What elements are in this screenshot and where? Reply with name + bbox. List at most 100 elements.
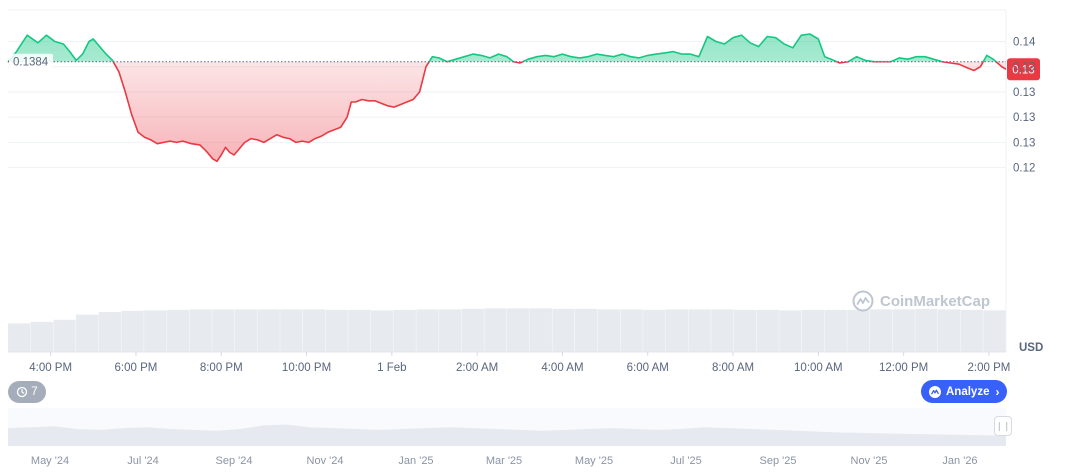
volume-bar <box>756 309 779 352</box>
navigator-tick-label: Nov '24 <box>307 455 344 467</box>
volume-bar <box>507 308 530 352</box>
volume-bar <box>30 321 53 352</box>
baseline-label-bg <box>9 53 53 70</box>
volume-bar <box>915 308 938 352</box>
baseline: 0.1384 0.13 <box>8 53 1040 81</box>
x-tick-label: 6:00 AM <box>627 362 669 374</box>
x-tick-label: 4:00 PM <box>29 362 72 374</box>
area-above-baseline <box>8 34 997 62</box>
volume-bar <box>302 309 326 352</box>
analyze-icon <box>929 385 941 398</box>
history-icon <box>17 386 28 398</box>
x-tick-label: 1 Feb <box>377 362 406 374</box>
volume-bar <box>438 309 462 352</box>
volume-bar <box>847 309 870 352</box>
x-tick-label: 6:00 PM <box>115 362 158 374</box>
volume-bar <box>189 309 212 352</box>
y-tick-label: 0.13 <box>1013 87 1035 99</box>
volume-bar <box>393 309 416 352</box>
volume-bar <box>144 310 167 352</box>
navigator-tick-label: May '25 <box>575 455 613 467</box>
x-tick-label: 2:00 AM <box>456 362 498 374</box>
volume-bar <box>121 310 144 352</box>
volume-bar <box>98 311 122 352</box>
volume-bar <box>416 309 439 352</box>
volume-bar <box>620 309 643 352</box>
watermark-text: CoinMarketCap <box>880 292 991 310</box>
navigator-tick-label: Sep '24 <box>216 455 253 467</box>
volume-bar <box>733 309 757 352</box>
navigator-tick-label: Jan '26 <box>942 455 977 467</box>
x-tick-label: 4:00 AM <box>541 362 583 374</box>
volume-bar <box>597 309 621 352</box>
y-axis: 0.14 0.13 0.13 0.13 0.13 0.12 <box>1013 37 1036 175</box>
volume-bar <box>8 323 31 352</box>
area-below-baseline <box>8 61 1006 162</box>
x-tick-label: 12:00 PM <box>879 362 928 374</box>
x-tick-label: 2:00 PM <box>968 362 1011 374</box>
y-tick-label: 0.13 <box>1013 62 1035 74</box>
volume-bar <box>552 308 575 352</box>
volume-bar <box>234 309 258 352</box>
price-area <box>7 33 1007 163</box>
volume-bar <box>779 310 802 352</box>
currency-label: USD <box>1019 342 1044 354</box>
volume-bar <box>575 308 598 352</box>
volume-bar <box>711 309 734 352</box>
volume-bar <box>892 309 915 352</box>
current-price-tag <box>1007 58 1040 81</box>
volume-bar <box>960 309 983 352</box>
navigator-area <box>8 424 1006 446</box>
volume-bar <box>643 309 666 352</box>
y-tick-label: 0.12 <box>1013 163 1035 175</box>
navigator-tick-label: Jul '24 <box>127 455 158 467</box>
history-count: 7 <box>31 386 38 398</box>
navigator-tick-label: Nov '25 <box>851 455 888 467</box>
chevron-right-icon: › <box>995 384 1000 399</box>
volume-bar <box>325 309 348 352</box>
volume-bar <box>370 310 394 352</box>
x-tick-label: 8:00 AM <box>712 362 754 374</box>
navigator-tick-label: Sep '25 <box>760 455 797 467</box>
volume-bar <box>665 309 689 352</box>
price-line-down <box>7 61 1007 163</box>
volume-bars <box>8 308 1006 352</box>
x-tick-label: 8:00 PM <box>200 362 243 374</box>
navigator-handle[interactable]: ❘❘ <box>994 416 1012 436</box>
history-button[interactable]: 7 <box>8 381 46 403</box>
volume-bar <box>937 309 961 352</box>
volume-bar <box>166 309 190 352</box>
volume-bar <box>983 310 1006 352</box>
baseline-label: 0.1384 <box>13 57 49 69</box>
volume-bar <box>212 309 235 352</box>
y-tick-label: 0.14 <box>1013 37 1036 49</box>
x-tick-label: 10:00 PM <box>282 362 331 374</box>
volume-bar <box>461 308 484 352</box>
volume-bar <box>688 309 711 352</box>
volume-bar <box>76 314 99 352</box>
volume-bar <box>529 308 552 352</box>
coinmarketcap-logo-icon <box>852 290 874 312</box>
volume-bar <box>484 308 507 352</box>
navigator-tick-label: Jan '25 <box>398 455 433 467</box>
analyze-label: Analyze <box>946 385 990 398</box>
drag-handle-icon: ❘❘ <box>995 420 1011 431</box>
range-navigator[interactable]: May '24 Jul '24 Sep '24 Nov '24 Jan '25 Mar '… <box>8 408 1006 467</box>
y-tick-label: 0.13 <box>1013 137 1035 149</box>
volume-bar <box>257 309 280 352</box>
volume-bar <box>824 309 847 352</box>
current-price-label: 0.13 <box>1012 64 1034 76</box>
volume-bar <box>348 309 371 352</box>
navigator-tick-label: May '24 <box>31 455 69 467</box>
navigator-tick-label: Jul '25 <box>670 455 701 467</box>
navigator-tick-label: Mar '25 <box>486 455 522 467</box>
analyze-button[interactable]: Analyze › <box>921 380 1007 403</box>
coinmarketcap-watermark: CoinMarketCap <box>852 290 990 312</box>
volume-bar <box>53 319 76 352</box>
volume-bar <box>801 309 825 352</box>
price-line-up <box>7 33 998 62</box>
x-axis: 4:00 PM 6:00 PM 8:00 PM 10:00 PM 1 Feb 2:00 A… <box>29 352 1010 374</box>
y-tick-label: 0.13 <box>1013 112 1035 124</box>
